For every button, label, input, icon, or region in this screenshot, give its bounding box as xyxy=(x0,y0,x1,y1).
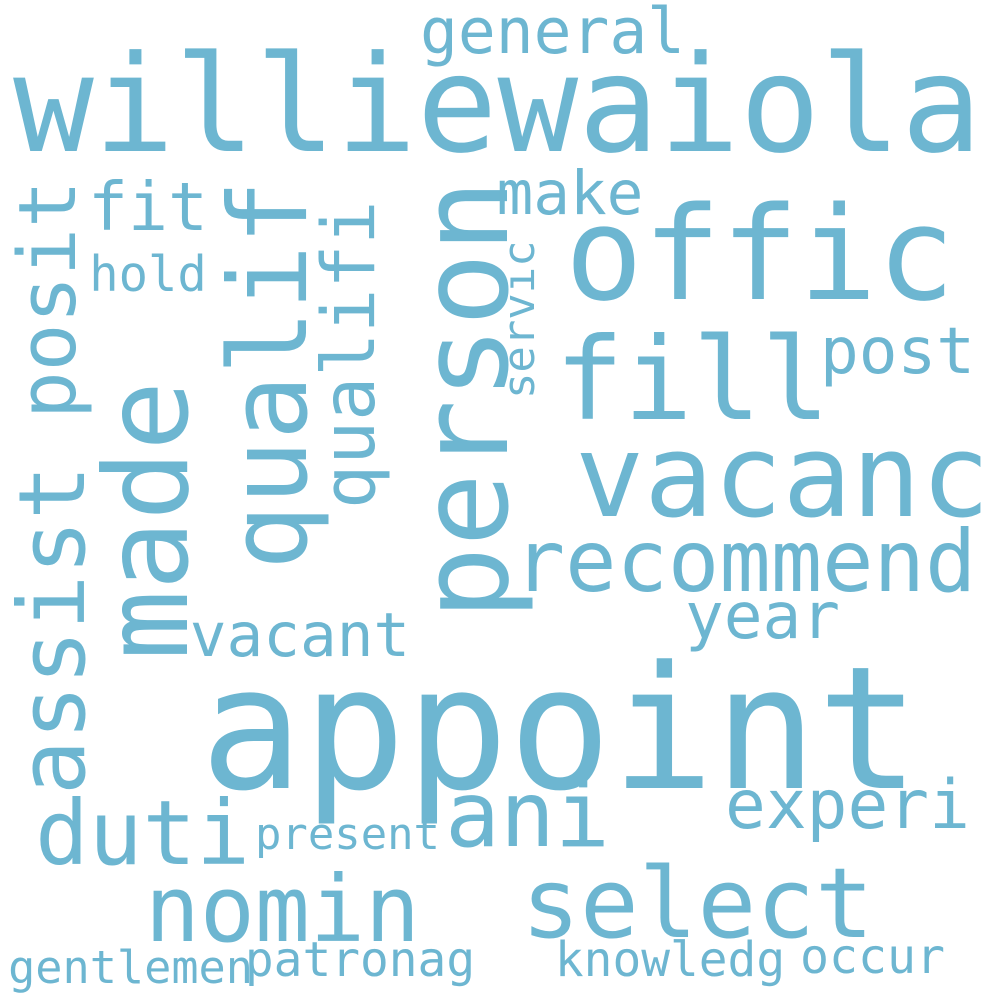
word-present: present xyxy=(255,809,440,860)
word-recommend: recommend xyxy=(513,513,977,613)
word-make: make xyxy=(496,157,644,229)
word-year: year xyxy=(685,579,841,655)
word-assist: assist xyxy=(0,464,106,796)
word-knowledg: knowledg xyxy=(554,932,786,988)
word-vacanc: vacanc xyxy=(575,410,991,544)
word-posit: posit xyxy=(0,180,94,420)
word-vacant: vacant xyxy=(189,599,411,671)
word-fill: fill xyxy=(555,312,830,446)
word-experi: experi xyxy=(725,765,970,845)
word-appoint: appoint xyxy=(200,629,920,829)
word-patronag: patronag xyxy=(244,932,476,988)
word-select: select xyxy=(521,847,874,962)
word-made: made xyxy=(79,380,215,660)
word-nomin: nomin xyxy=(144,856,420,964)
word-williewaiola: williewaiola xyxy=(13,27,982,183)
word-hold: hold xyxy=(89,245,207,303)
word-servic: servic xyxy=(494,240,545,400)
word-post: post xyxy=(820,314,976,390)
word-ani: ani xyxy=(445,761,610,869)
word-fit: fit xyxy=(88,168,208,247)
word-offic: offic xyxy=(564,179,956,331)
word-gentlemen: gentlemen xyxy=(8,940,253,994)
word-qualifi: qualifi xyxy=(307,200,393,510)
word-duti: duti xyxy=(35,782,251,887)
word-general: general xyxy=(420,0,686,68)
word-occur: occur xyxy=(800,929,946,986)
